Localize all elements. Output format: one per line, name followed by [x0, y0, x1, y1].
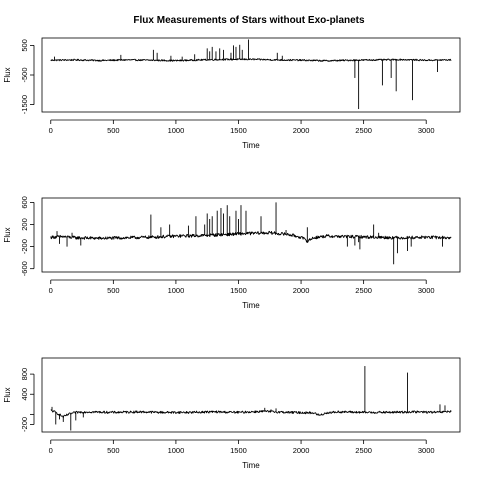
x-tick-label: 0	[49, 126, 53, 135]
x-tick-label: 500	[107, 446, 120, 455]
x-tick-label: 1000	[168, 286, 185, 295]
x-tick-label: 1000	[168, 126, 185, 135]
x-tick-label: 0	[49, 446, 53, 455]
plot-frame	[42, 198, 460, 272]
x-tick-label: 2000	[293, 446, 310, 455]
x-axis-label: Time	[242, 141, 260, 150]
x-tick-label: 3000	[418, 286, 435, 295]
x-tick-label: 1000	[168, 446, 185, 455]
x-tick-label: 0	[49, 286, 53, 295]
x-axis: 0 500 1000 1500 2000 2500 3000 Time	[49, 120, 435, 150]
y-tick-label: -200	[20, 239, 29, 254]
y-tick-label: 800	[20, 368, 29, 381]
x-tick-label: 2500	[355, 126, 372, 135]
x-tick-label: 3000	[418, 126, 435, 135]
x-axis: 0 500 1000 1500 2000 2500 3000 Time	[49, 440, 435, 470]
x-axis-label: Time	[242, 301, 260, 310]
x-tick-label: 500	[107, 126, 120, 135]
x-tick-label: 1500	[230, 126, 247, 135]
x-tick-label: 1500	[230, 286, 247, 295]
panel-2: 0 500 1000 1500 2000 2500 3000 Time 600 200 -200 -6…	[3, 196, 460, 310]
x-tick-label: 500	[107, 286, 120, 295]
y-tick-label: 400	[20, 388, 29, 401]
flux-series-line	[51, 410, 451, 418]
panel-1: 0 500 1000 1500 2000 2500 3000 Time 500 -500 -1500…	[3, 38, 460, 150]
x-tick-label: 2500	[355, 446, 372, 455]
x-axis-label: Time	[242, 461, 260, 470]
plot-frame	[42, 38, 460, 112]
x-axis: 0 500 1000 1500 2000 2500 3000 Time	[49, 280, 435, 310]
y-tick-label: 600	[20, 196, 29, 209]
y-tick-label: -600	[20, 261, 29, 276]
x-tick-label: 2000	[293, 286, 310, 295]
x-tick-label: 1500	[230, 446, 247, 455]
panel-3: 0 500 1000 1500 2000 2500 3000 Time 800 400 -200 Fl…	[3, 358, 460, 470]
panels: 0 500 1000 1500 2000 2500 3000Time500-500-1500…	[3, 38, 460, 470]
y-tick-label: -500	[20, 67, 29, 82]
y-tick-label: -1500	[20, 95, 29, 114]
y-axis: 600 200 -200 -600 Flux	[3, 196, 34, 276]
y-axis-label: Flux	[3, 67, 12, 82]
x-tick-label: 2500	[355, 286, 372, 295]
y-tick-label: 200	[20, 218, 29, 231]
flux-series-line	[51, 231, 451, 242]
x-tick-label: 3000	[418, 446, 435, 455]
y-axis: 800 400 -200 Flux	[3, 368, 34, 432]
y-tick-label: 500	[20, 39, 29, 52]
y-axis-label: Flux	[3, 227, 12, 242]
y-tick-label: -200	[20, 417, 29, 432]
chart-title: Flux Measurements of Stars without Exo-p…	[133, 15, 365, 26]
x-tick-label: 2000	[293, 126, 310, 135]
y-axis-label: Flux	[3, 387, 12, 402]
y-axis: 500 -500 -1500 Flux	[3, 39, 34, 114]
plot-frame	[42, 358, 460, 432]
